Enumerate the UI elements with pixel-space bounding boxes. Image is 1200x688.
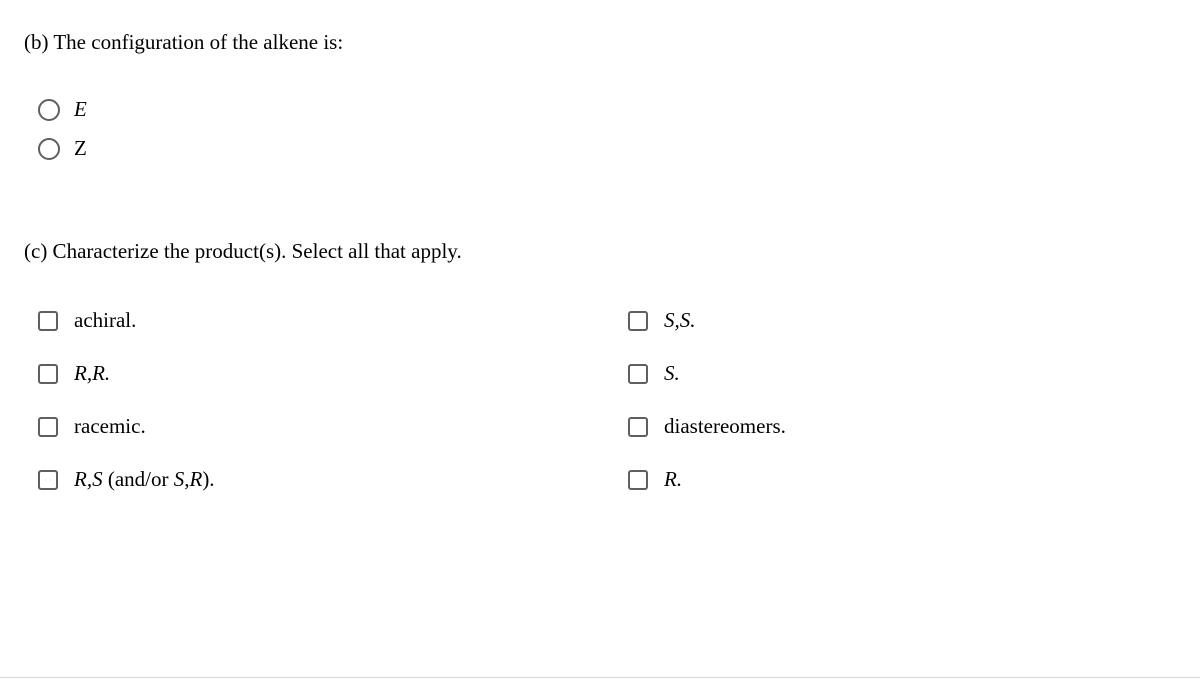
checkbox-label: R. xyxy=(664,467,682,492)
checkbox-label: achiral. xyxy=(74,308,136,333)
checkbox-option-rr[interactable]: R,R. xyxy=(38,361,628,386)
checkbox-label: S. xyxy=(664,361,680,386)
question-b: (b) The configuration of the alkene is: … xyxy=(24,30,1176,161)
radio-option-e[interactable]: E xyxy=(38,97,1176,122)
checkbox-label: S,S. xyxy=(664,308,696,333)
radio-label-e: E xyxy=(74,97,87,122)
checkbox-icon xyxy=(38,311,58,331)
checkbox-option-achiral[interactable]: achiral. xyxy=(38,308,628,333)
radio-label-z: Z xyxy=(74,136,87,161)
radio-icon xyxy=(38,99,60,121)
checkbox-option-rs-sr[interactable]: R,S (and/or S,R). xyxy=(38,467,628,492)
checkbox-option-diastereomers[interactable]: diastereomers. xyxy=(628,414,1176,439)
checkbox-icon xyxy=(628,470,648,490)
checkbox-icon xyxy=(628,364,648,384)
checkbox-icon xyxy=(628,311,648,331)
checkbox-option-s[interactable]: S. xyxy=(628,361,1176,386)
checkbox-icon xyxy=(38,417,58,437)
checkbox-label: racemic. xyxy=(74,414,146,439)
question-b-options: E Z xyxy=(24,97,1176,161)
checkbox-option-ss[interactable]: S,S. xyxy=(628,308,1176,333)
checkbox-label: diastereomers. xyxy=(664,414,786,439)
checkbox-option-racemic[interactable]: racemic. xyxy=(38,414,628,439)
checkbox-label: R,S (and/or S,R). xyxy=(74,467,215,492)
question-c-options: achiral. S,S. R,R. S. racemic. xyxy=(24,306,1176,492)
question-c: (c) Characterize the product(s). Select … xyxy=(24,239,1176,492)
radio-icon xyxy=(38,138,60,160)
radio-option-z[interactable]: Z xyxy=(38,136,1176,161)
checkbox-icon xyxy=(38,470,58,490)
question-c-prompt: (c) Characterize the product(s). Select … xyxy=(24,239,1176,264)
divider-line xyxy=(0,677,1200,678)
checkbox-option-r[interactable]: R. xyxy=(628,467,1176,492)
checkbox-label: R,R. xyxy=(74,361,110,386)
checkbox-icon xyxy=(628,417,648,437)
checkbox-icon xyxy=(38,364,58,384)
page: (b) The configuration of the alkene is: … xyxy=(0,0,1200,688)
question-b-prompt: (b) The configuration of the alkene is: xyxy=(24,30,1176,55)
